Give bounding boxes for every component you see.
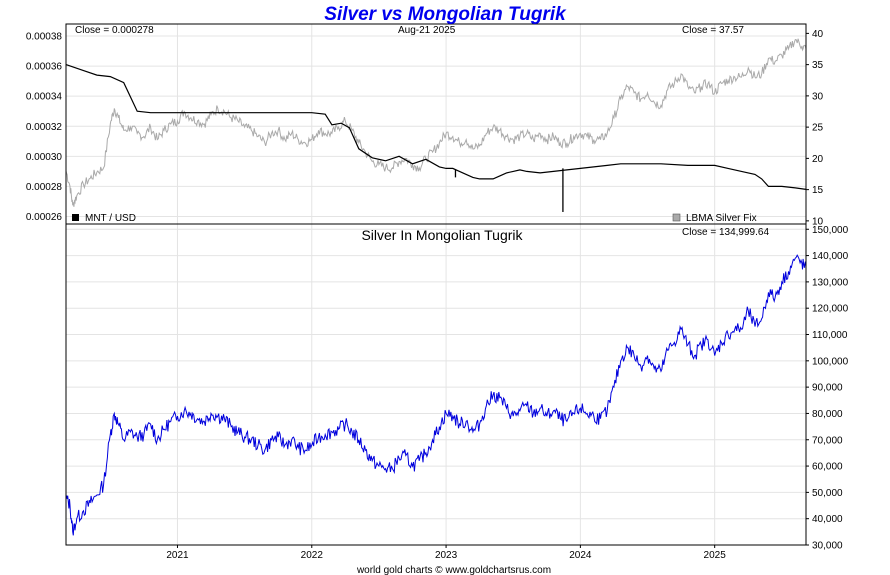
x-tick-label: 2022 — [301, 550, 324, 561]
top-left-tick-label: 0.00038 — [26, 32, 63, 43]
bottom-right-tick-label: 150,000 — [812, 225, 849, 236]
top-left-tick-label: 0.00036 — [26, 62, 63, 73]
top-close-left: Close = 0.000278 — [75, 25, 154, 36]
legend-mnt-swatch — [72, 214, 79, 221]
top-right-tick-label: 20 — [812, 154, 824, 165]
top-left-tick-label: 0.00028 — [26, 182, 63, 193]
top-left-tick-label: 0.00034 — [26, 92, 63, 103]
top-date-label: Aug-21 2025 — [398, 25, 456, 36]
bottom-panel-frame — [65, 223, 807, 546]
silver-price-line — [65, 38, 807, 207]
x-tick-label: 2023 — [435, 550, 458, 561]
top-left-tick-label: 0.00032 — [26, 122, 63, 133]
x-tick-label: 2021 — [166, 550, 189, 561]
bottom-right-tick-label: 130,000 — [812, 277, 849, 288]
top-right-tick-label: 30 — [812, 91, 824, 102]
top-right-tick-label: 35 — [812, 60, 824, 71]
top-right-tick-label: 25 — [812, 123, 824, 134]
bottom-right-tick-label: 140,000 — [812, 251, 849, 262]
legend-silver-swatch — [672, 213, 681, 222]
bottom-right-tick-label: 100,000 — [812, 356, 849, 367]
silver-in-mnt-line — [65, 254, 807, 536]
top-left-tick-label: 0.00030 — [26, 152, 63, 163]
top-right-tick-label: 10 — [812, 216, 824, 227]
footer-credit: world gold charts © www.goldchartsrus.co… — [356, 565, 551, 575]
top-right-tick-label: 15 — [812, 185, 824, 196]
x-tick-label: 2024 — [569, 550, 592, 561]
bottom-right-tick-label: 30,000 — [812, 541, 843, 552]
top-right-tick-label: 40 — [812, 29, 824, 40]
top-left-tick-label: 0.00026 — [26, 212, 63, 223]
top-close-right: Close = 37.57 — [682, 25, 744, 36]
bottom-right-tick-label: 90,000 — [812, 383, 843, 394]
x-tick-label: 2025 — [704, 550, 727, 561]
bottom-right-tick-label: 70,000 — [812, 435, 843, 446]
bottom-right-tick-label: 40,000 — [812, 514, 843, 525]
legend-mnt-label: MNT / USD — [85, 213, 136, 224]
bottom-close-right: Close = 134,999.64 — [682, 227, 769, 238]
bottom-chart-title: Silver In Mongolian Tugrik — [361, 227, 523, 243]
legend-silver-label: LBMA Silver Fix — [686, 213, 757, 224]
bottom-right-tick-label: 80,000 — [812, 409, 843, 420]
bottom-right-tick-label: 50,000 — [812, 488, 843, 499]
chart-title: Silver vs Mongolian Tugrik — [324, 4, 567, 25]
mnt-usd-line — [65, 64, 807, 190]
bottom-right-tick-label: 120,000 — [812, 304, 849, 315]
bottom-right-tick-label: 60,000 — [812, 462, 843, 473]
bottom-right-tick-label: 110,000 — [812, 330, 848, 341]
